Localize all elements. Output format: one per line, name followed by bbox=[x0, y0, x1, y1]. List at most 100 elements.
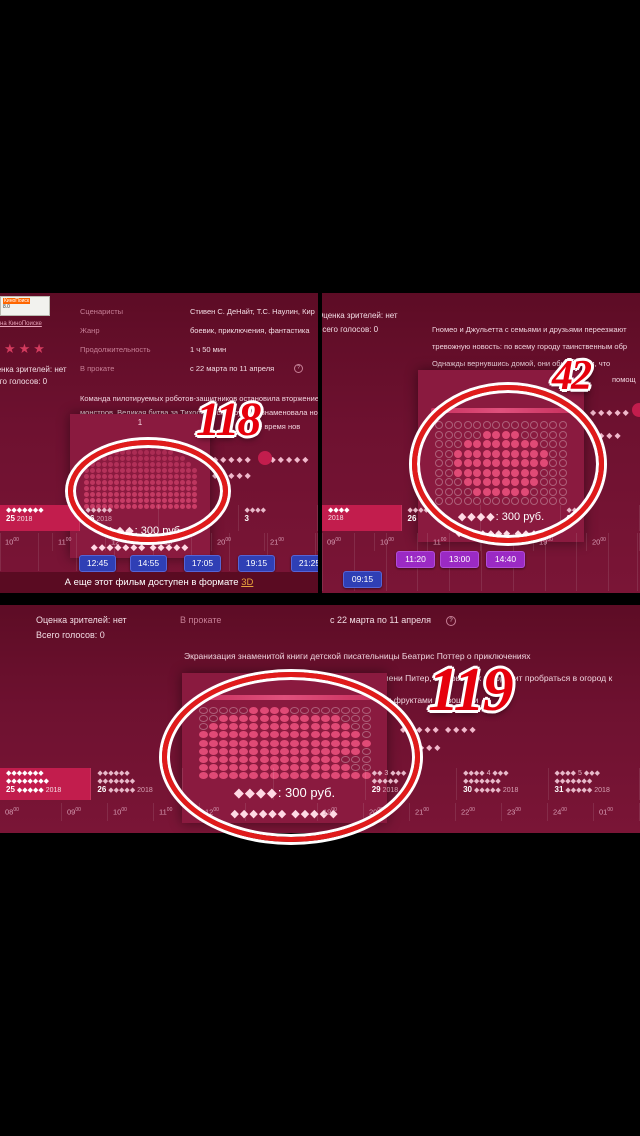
seat[interactable] bbox=[435, 497, 443, 505]
seat[interactable] bbox=[473, 478, 482, 486]
seat[interactable] bbox=[249, 764, 259, 772]
seat[interactable] bbox=[341, 707, 350, 714]
seat[interactable] bbox=[351, 739, 361, 747]
seat[interactable] bbox=[198, 772, 208, 780]
seat[interactable] bbox=[143, 455, 149, 461]
seat[interactable] bbox=[119, 461, 125, 467]
seat[interactable] bbox=[179, 491, 185, 497]
seat[interactable] bbox=[113, 497, 119, 503]
seat[interactable] bbox=[549, 478, 557, 486]
seat[interactable] bbox=[511, 459, 520, 467]
seat[interactable] bbox=[198, 747, 208, 755]
seat[interactable] bbox=[143, 479, 149, 485]
seat[interactable] bbox=[249, 772, 259, 780]
seat[interactable] bbox=[492, 497, 500, 505]
seat[interactable] bbox=[125, 449, 131, 455]
seat[interactable] bbox=[149, 443, 155, 449]
seat[interactable] bbox=[300, 772, 310, 780]
seat[interactable] bbox=[320, 714, 330, 722]
seat[interactable] bbox=[559, 469, 567, 477]
seat[interactable] bbox=[290, 755, 300, 763]
seat[interactable] bbox=[161, 491, 167, 497]
seat[interactable] bbox=[540, 478, 548, 486]
date-cell[interactable]: ◆◆◆◆ 4 ◆◆◆ ◆◆◆◆◆◆◆ 30 ◆◆◆◆◆ 2018 bbox=[457, 768, 549, 800]
seat[interactable] bbox=[218, 747, 228, 755]
seat-grid[interactable] bbox=[80, 436, 200, 516]
seat[interactable] bbox=[209, 715, 218, 722]
seat[interactable] bbox=[167, 503, 173, 509]
rental-help-icon[interactable]: ? bbox=[446, 616, 456, 626]
seat[interactable] bbox=[435, 421, 443, 429]
seat[interactable] bbox=[137, 479, 143, 485]
seat[interactable] bbox=[101, 503, 107, 509]
seat[interactable] bbox=[95, 455, 101, 461]
seat[interactable] bbox=[559, 488, 567, 496]
seat[interactable] bbox=[530, 488, 538, 496]
seat[interactable] bbox=[143, 485, 149, 491]
seat[interactable] bbox=[119, 449, 125, 455]
seat[interactable] bbox=[229, 764, 239, 772]
seat[interactable] bbox=[473, 449, 482, 458]
seat[interactable] bbox=[300, 731, 310, 739]
seat[interactable] bbox=[351, 707, 360, 714]
seat[interactable] bbox=[320, 739, 330, 747]
seat[interactable] bbox=[330, 755, 340, 763]
seat[interactable] bbox=[530, 478, 539, 486]
seat[interactable] bbox=[501, 487, 510, 496]
seat[interactable] bbox=[137, 473, 143, 479]
seat[interactable] bbox=[95, 491, 101, 497]
seat[interactable] bbox=[492, 449, 501, 458]
seat[interactable] bbox=[320, 772, 330, 780]
seat[interactable] bbox=[310, 755, 320, 763]
seat[interactable] bbox=[249, 755, 259, 763]
seat[interactable] bbox=[131, 455, 137, 461]
seat[interactable] bbox=[149, 479, 155, 485]
seat[interactable] bbox=[454, 488, 462, 496]
seat[interactable] bbox=[259, 764, 269, 772]
seat[interactable] bbox=[341, 772, 351, 780]
seat[interactable] bbox=[239, 764, 249, 772]
seat[interactable] bbox=[501, 440, 510, 448]
seat[interactable] bbox=[185, 461, 191, 467]
seat[interactable] bbox=[559, 450, 567, 458]
date-cell[interactable]: ◆◆◆◆ 2018 bbox=[322, 505, 402, 531]
seat[interactable] bbox=[229, 739, 239, 747]
seat[interactable] bbox=[464, 497, 472, 505]
seat[interactable] bbox=[185, 467, 191, 473]
seat[interactable] bbox=[320, 723, 330, 731]
seat[interactable] bbox=[155, 443, 161, 449]
session-chip[interactable]: 14:55 bbox=[130, 555, 167, 572]
seat[interactable] bbox=[167, 497, 173, 503]
seat[interactable] bbox=[511, 430, 520, 439]
seat[interactable] bbox=[482, 430, 491, 439]
seat[interactable] bbox=[540, 469, 548, 477]
seat[interactable] bbox=[492, 478, 501, 486]
seat[interactable] bbox=[83, 479, 89, 485]
seat[interactable] bbox=[311, 707, 320, 714]
seat[interactable] bbox=[454, 468, 463, 477]
seat[interactable] bbox=[310, 714, 320, 722]
seat[interactable] bbox=[351, 731, 361, 739]
seat[interactable] bbox=[445, 478, 453, 486]
seat[interactable] bbox=[191, 497, 197, 503]
seat[interactable] bbox=[125, 473, 131, 479]
seat[interactable] bbox=[218, 755, 228, 763]
seat[interactable] bbox=[95, 461, 101, 467]
seat[interactable] bbox=[167, 461, 173, 467]
seat[interactable] bbox=[95, 485, 101, 491]
seat[interactable] bbox=[463, 478, 472, 486]
seat[interactable] bbox=[101, 455, 107, 461]
seat[interactable] bbox=[137, 449, 143, 455]
seat[interactable] bbox=[179, 479, 185, 485]
seat[interactable] bbox=[161, 485, 167, 491]
rental-help-icon[interactable]: ? bbox=[294, 364, 303, 373]
seat[interactable] bbox=[473, 468, 482, 477]
seat[interactable] bbox=[502, 421, 510, 429]
date-cell[interactable]: ◆◆◆◆◆ 26 bbox=[402, 505, 481, 531]
seat[interactable] bbox=[101, 485, 107, 491]
seat[interactable] bbox=[161, 455, 167, 461]
seat[interactable] bbox=[229, 707, 238, 714]
seat[interactable] bbox=[320, 747, 330, 755]
seat[interactable] bbox=[300, 747, 310, 755]
seat[interactable] bbox=[119, 491, 125, 497]
